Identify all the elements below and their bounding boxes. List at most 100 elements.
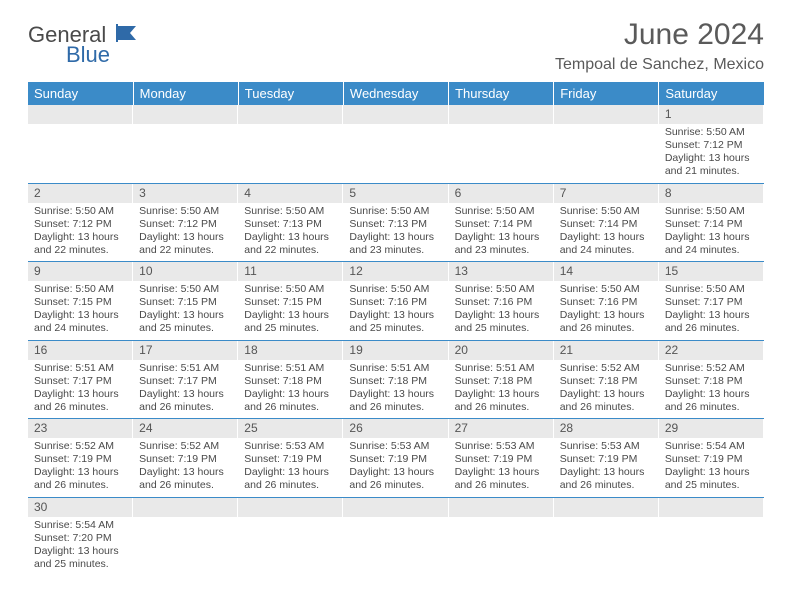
calendar-cell: 11Sunrise: 5:50 AMSunset: 7:15 PMDayligh… [238, 262, 343, 341]
day-number: 6 [449, 184, 554, 203]
sunrise-text: Sunrise: 5:50 AM [244, 205, 337, 218]
sunrise-text: Sunrise: 5:50 AM [244, 283, 337, 296]
logo: General Blue [28, 24, 142, 66]
day-body: Sunrise: 5:52 AMSunset: 7:19 PMDaylight:… [133, 438, 238, 497]
daylight-text: Daylight: 13 hours and 24 minutes. [560, 231, 653, 257]
day-body: Sunrise: 5:50 AMSunset: 7:15 PMDaylight:… [238, 281, 343, 340]
sunset-text: Sunset: 7:15 PM [34, 296, 127, 309]
sunset-text: Sunset: 7:20 PM [34, 532, 127, 545]
weekday-tue: Tuesday [238, 82, 343, 105]
calendar-cell: 25Sunrise: 5:53 AMSunset: 7:19 PMDayligh… [238, 419, 343, 498]
sunrise-text: Sunrise: 5:52 AM [665, 362, 758, 375]
sunset-text: Sunset: 7:18 PM [455, 375, 548, 388]
sunset-text: Sunset: 7:19 PM [665, 453, 758, 466]
sunset-text: Sunset: 7:17 PM [665, 296, 758, 309]
daylight-text: Daylight: 13 hours and 26 minutes. [560, 309, 653, 335]
sunrise-text: Sunrise: 5:50 AM [455, 205, 548, 218]
day-body: Sunrise: 5:52 AMSunset: 7:19 PMDaylight:… [28, 438, 133, 497]
day-number: 30 [28, 498, 133, 517]
day-number: 29 [659, 419, 764, 438]
day-number: 24 [133, 419, 238, 438]
day-number: 21 [554, 341, 659, 360]
day-number-empty [449, 105, 554, 124]
daylight-text: Daylight: 13 hours and 22 minutes. [244, 231, 337, 257]
daylight-text: Daylight: 13 hours and 24 minutes. [665, 231, 758, 257]
day-number: 26 [343, 419, 448, 438]
day-body: Sunrise: 5:54 AMSunset: 7:19 PMDaylight:… [659, 438, 764, 497]
calendar-cell [238, 105, 343, 183]
day-number: 13 [449, 262, 554, 281]
calendar-cell: 18Sunrise: 5:51 AMSunset: 7:18 PMDayligh… [238, 340, 343, 419]
sunrise-text: Sunrise: 5:51 AM [455, 362, 548, 375]
day-body: Sunrise: 5:51 AMSunset: 7:18 PMDaylight:… [238, 360, 343, 419]
day-number: 4 [238, 184, 343, 203]
day-number: 27 [449, 419, 554, 438]
weekday-mon: Monday [133, 82, 238, 105]
day-number: 25 [238, 419, 343, 438]
calendar-cell: 17Sunrise: 5:51 AMSunset: 7:17 PMDayligh… [133, 340, 238, 419]
sunrise-text: Sunrise: 5:50 AM [139, 205, 232, 218]
day-number-empty [133, 105, 238, 124]
sunrise-text: Sunrise: 5:52 AM [560, 362, 653, 375]
calendar-cell [449, 497, 554, 575]
day-body: Sunrise: 5:52 AMSunset: 7:18 PMDaylight:… [659, 360, 764, 419]
sunrise-text: Sunrise: 5:50 AM [34, 205, 127, 218]
calendar-cell: 13Sunrise: 5:50 AMSunset: 7:16 PMDayligh… [449, 262, 554, 341]
calendar-cell: 7Sunrise: 5:50 AMSunset: 7:14 PMDaylight… [554, 183, 659, 262]
day-number: 18 [238, 341, 343, 360]
calendar-row: 23Sunrise: 5:52 AMSunset: 7:19 PMDayligh… [28, 419, 764, 498]
day-number: 3 [133, 184, 238, 203]
sunset-text: Sunset: 7:18 PM [560, 375, 653, 388]
sunrise-text: Sunrise: 5:54 AM [665, 440, 758, 453]
sunrise-text: Sunrise: 5:53 AM [560, 440, 653, 453]
sunset-text: Sunset: 7:18 PM [349, 375, 442, 388]
sunset-text: Sunset: 7:17 PM [34, 375, 127, 388]
day-number-empty [238, 498, 343, 517]
calendar-cell: 20Sunrise: 5:51 AMSunset: 7:18 PMDayligh… [449, 340, 554, 419]
sunrise-text: Sunrise: 5:53 AM [244, 440, 337, 453]
calendar-cell [238, 497, 343, 575]
day-number: 22 [659, 341, 764, 360]
day-body: Sunrise: 5:53 AMSunset: 7:19 PMDaylight:… [449, 438, 554, 497]
day-body: Sunrise: 5:50 AMSunset: 7:16 PMDaylight:… [343, 281, 448, 340]
daylight-text: Daylight: 13 hours and 23 minutes. [455, 231, 548, 257]
day-number: 12 [343, 262, 448, 281]
location: Tempoal de Sanchez, Mexico [555, 56, 764, 74]
calendar-cell: 16Sunrise: 5:51 AMSunset: 7:17 PMDayligh… [28, 340, 133, 419]
day-body: Sunrise: 5:50 AMSunset: 7:13 PMDaylight:… [238, 203, 343, 262]
day-body: Sunrise: 5:51 AMSunset: 7:17 PMDaylight:… [133, 360, 238, 419]
daylight-text: Daylight: 13 hours and 26 minutes. [665, 388, 758, 414]
daylight-text: Daylight: 13 hours and 23 minutes. [349, 231, 442, 257]
sunrise-text: Sunrise: 5:50 AM [665, 205, 758, 218]
day-body: Sunrise: 5:51 AMSunset: 7:18 PMDaylight:… [449, 360, 554, 419]
day-number-empty [554, 105, 659, 124]
daylight-text: Daylight: 13 hours and 26 minutes. [139, 466, 232, 492]
day-number: 17 [133, 341, 238, 360]
day-body: Sunrise: 5:51 AMSunset: 7:18 PMDaylight:… [343, 360, 448, 419]
calendar-cell: 5Sunrise: 5:50 AMSunset: 7:13 PMDaylight… [343, 183, 448, 262]
sunset-text: Sunset: 7:15 PM [139, 296, 232, 309]
calendar-cell: 8Sunrise: 5:50 AMSunset: 7:14 PMDaylight… [659, 183, 764, 262]
daylight-text: Daylight: 13 hours and 26 minutes. [560, 466, 653, 492]
sunset-text: Sunset: 7:14 PM [560, 218, 653, 231]
day-number-empty [133, 498, 238, 517]
weekday-fri: Friday [554, 82, 659, 105]
day-body: Sunrise: 5:50 AMSunset: 7:14 PMDaylight:… [554, 203, 659, 262]
daylight-text: Daylight: 13 hours and 25 minutes. [34, 545, 127, 571]
sunrise-text: Sunrise: 5:50 AM [349, 205, 442, 218]
sunset-text: Sunset: 7:16 PM [349, 296, 442, 309]
day-body: Sunrise: 5:50 AMSunset: 7:17 PMDaylight:… [659, 281, 764, 340]
sunset-text: Sunset: 7:12 PM [139, 218, 232, 231]
logo-text: General Blue [28, 24, 142, 66]
sunrise-text: Sunrise: 5:50 AM [560, 283, 653, 296]
calendar-cell [343, 497, 448, 575]
sunrise-text: Sunrise: 5:51 AM [349, 362, 442, 375]
sunrise-text: Sunrise: 5:50 AM [560, 205, 653, 218]
calendar-row: 2Sunrise: 5:50 AMSunset: 7:12 PMDaylight… [28, 183, 764, 262]
sunrise-text: Sunrise: 5:50 AM [665, 283, 758, 296]
calendar-cell: 9Sunrise: 5:50 AMSunset: 7:15 PMDaylight… [28, 262, 133, 341]
sunrise-text: Sunrise: 5:52 AM [139, 440, 232, 453]
daylight-text: Daylight: 13 hours and 21 minutes. [665, 152, 758, 178]
daylight-text: Daylight: 13 hours and 26 minutes. [34, 466, 127, 492]
day-body: Sunrise: 5:50 AMSunset: 7:14 PMDaylight:… [449, 203, 554, 262]
